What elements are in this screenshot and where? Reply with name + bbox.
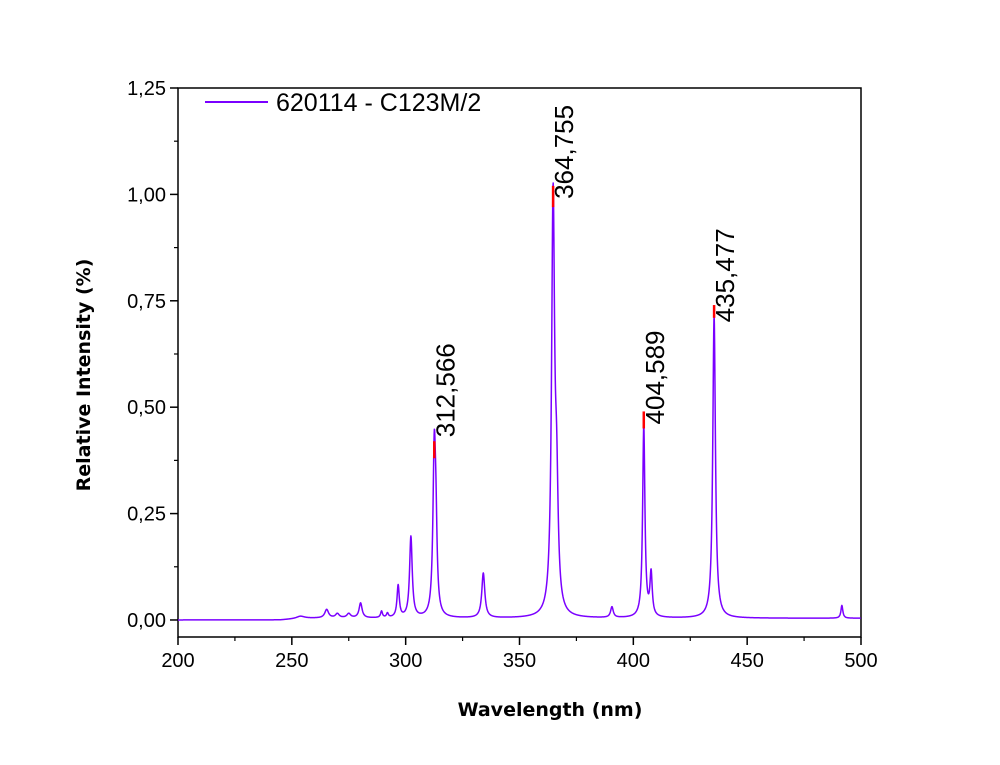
peak-label: 364,755 [549, 105, 579, 199]
y-tick-label: 1,00 [127, 184, 166, 206]
y-tick-label: 1,25 [127, 78, 166, 100]
y-tick-label: 0,75 [127, 291, 166, 313]
x-tick-label: 300 [389, 650, 422, 672]
x-tick-label: 450 [730, 650, 763, 672]
plot-frame [177, 87, 862, 638]
y-axis-title: Relative Intensity (%) [73, 259, 95, 492]
legend: 620114 - C123M/2 [205, 89, 481, 117]
peak-label: 404,589 [640, 330, 670, 424]
spectrum-line [177, 182, 862, 621]
y-tick-label: 0,25 [127, 504, 166, 526]
peak-annotations: 312,566 364,755 404,589 435,477 [430, 105, 740, 437]
x-tick-label: 350 [503, 650, 536, 672]
x-tick-label: 400 [617, 650, 650, 672]
y-tick-label: 0,50 [127, 397, 166, 419]
peak-label: 312,566 [430, 343, 460, 437]
x-axis-ticks: 200 250 300 350 400 450 500 [161, 637, 878, 672]
legend-label: 620114 - C123M/2 [276, 89, 481, 117]
x-tick-label: 200 [161, 650, 194, 672]
saturated-tips [433, 185, 716, 459]
x-tick-label: 500 [844, 650, 877, 672]
x-tick-label: 250 [275, 650, 308, 672]
axes [177, 87, 862, 638]
y-tick-label: 0,00 [127, 610, 166, 632]
series-layer [177, 182, 862, 621]
y-axis-ticks: 0,00 0,25 0,50 0,75 1,00 1,25 [127, 78, 178, 632]
x-axis-title: Wavelength (nm) [458, 699, 643, 721]
peak-label: 435,477 [710, 228, 740, 322]
